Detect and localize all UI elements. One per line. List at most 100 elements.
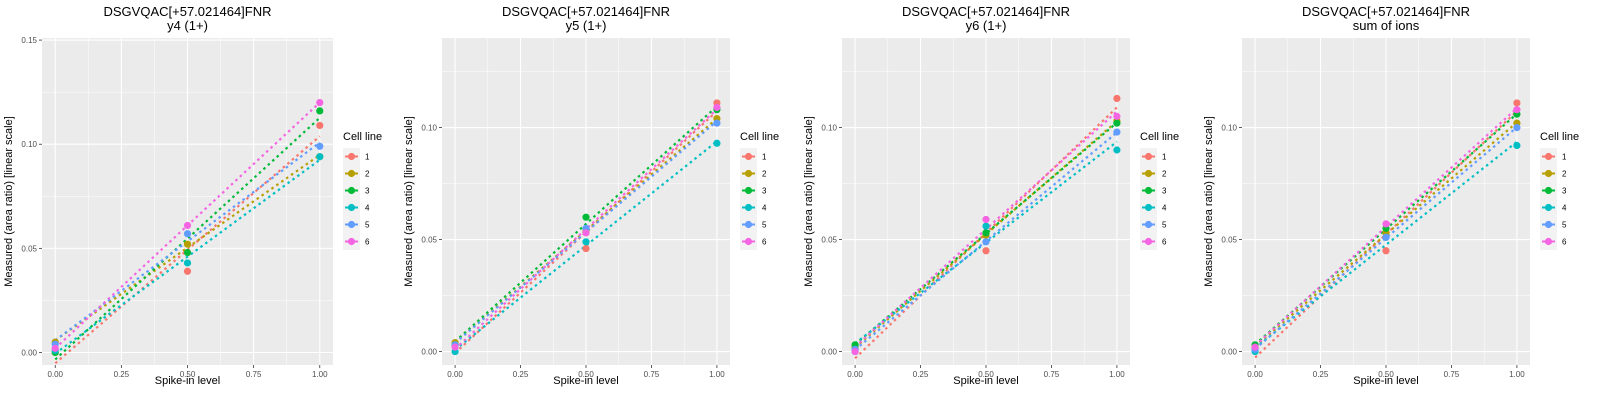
data-point-cell-line-5 — [982, 238, 990, 246]
y-tick-label: 0.00 — [421, 348, 437, 357]
y-axis-title: Measured (area ratio) [linear scale] — [3, 116, 15, 287]
data-point-cell-line-4 — [316, 153, 324, 161]
legend-title: Cell line — [343, 131, 382, 143]
y-tick-label: 0.05 — [21, 244, 37, 253]
y-tick-label: 0.10 — [1221, 124, 1237, 133]
y-axis-title: Measured (area ratio) [linear scale] — [403, 116, 415, 287]
x-tick-label: 1.00 — [312, 370, 328, 379]
trend-line-cell-line-4 — [54, 158, 321, 355]
legend-key-point — [1544, 186, 1553, 195]
y-tick-label: 0.00 — [1221, 348, 1237, 357]
x-tick-label: 0.25 — [114, 370, 130, 379]
x-tick-label: 0.50 — [180, 370, 196, 379]
data-point-cell-line-1 — [316, 121, 324, 130]
x-tick-label: 0.25 — [1313, 370, 1329, 379]
data-point-cell-line-4 — [982, 222, 990, 230]
data-point-cell-line-5 — [1513, 123, 1521, 132]
data-point-cell-line-5 — [1382, 233, 1390, 241]
legend-key-point — [347, 220, 356, 229]
chart-panel-4: 0.00 0.25 0.50 0.75 1.00 0.00 0.05 0.10 DSGVQAC[… — [1203, 4, 1579, 387]
legend-label: 6 — [365, 238, 370, 247]
y-tick-label: 0.05 — [1221, 236, 1237, 245]
chart-panel-1: 0.00 0.25 0.50 0.75 1.00 0.00 0.05 0.10 0.15 DSGV… — [3, 4, 382, 387]
legend-title: Cell line — [1540, 131, 1579, 143]
legend-key-point — [744, 203, 753, 212]
chart-title: DSGVQAC[+57.021464]FNR — [1302, 4, 1470, 19]
data-point-cell-line-3 — [316, 107, 324, 115]
y-tick-label: 0.15 — [21, 36, 37, 45]
data-point-cell-line-5 — [183, 230, 192, 238]
trend-line-cell-line-4 — [454, 140, 718, 351]
data-point-cell-line-4 — [582, 238, 590, 246]
legend-key-point — [347, 152, 356, 161]
legend-key-point — [1544, 237, 1553, 246]
data-point-cell-line-6 — [1382, 220, 1390, 228]
data-point-cell-line-6 — [1513, 106, 1521, 114]
x-tick-label: 0.50 — [978, 370, 994, 379]
legend-key-point — [1144, 220, 1153, 229]
x-tick-label: 1.00 — [709, 370, 725, 379]
legend-label: 4 — [1162, 204, 1167, 213]
x-tick-label: 0.75 — [1444, 370, 1460, 379]
data-point-cell-line-6 — [582, 229, 590, 237]
legend-key-point — [1544, 203, 1553, 212]
legend-label: 2 — [1562, 170, 1567, 179]
legend-label: 1 — [1162, 153, 1167, 162]
x-tick-label: 0.75 — [1044, 370, 1060, 379]
x-tick-label: 0.25 — [913, 370, 929, 379]
data-point-cell-line-1 — [1382, 247, 1390, 255]
legend-title: Cell line — [740, 131, 779, 143]
y-tick-label: 0.10 — [821, 124, 837, 133]
chart-panel-2: 0.00 0.25 0.50 0.75 1.00 0.00 0.05 0.10 DSGVQAC[… — [403, 4, 779, 387]
legend-label: 6 — [1162, 238, 1167, 247]
data-point-cell-line-1 — [1513, 99, 1521, 107]
legend-label: 1 — [762, 153, 767, 162]
y-tick-label: 0.00 — [21, 349, 37, 358]
data-point-cell-line-6 — [451, 343, 459, 351]
data-point-cell-line-5 — [1113, 128, 1121, 136]
x-tick-label: 1.00 — [1509, 370, 1525, 379]
data-point-cell-line-3 — [1113, 119, 1121, 127]
data-point-cell-line-5 — [713, 119, 721, 127]
data-point-cell-line-6 — [982, 215, 990, 224]
chart-panel-3: 0.00 0.25 0.50 0.75 1.00 0.00 0.05 0.10 DSGVQAC[… — [803, 4, 1179, 387]
legend-key-point — [744, 152, 753, 161]
trend-line-cell-line-3 — [454, 105, 718, 343]
chart-title: DSGVQAC[+57.021464]FNR — [502, 4, 670, 19]
chart-title: DSGVQAC[+57.021464]FNR — [104, 4, 272, 19]
legend-title: Cell line — [1140, 131, 1179, 143]
chart-subtitle: y6 (1+) — [966, 18, 1007, 33]
legend-key-point — [1144, 152, 1153, 161]
trend-line-cell-line-4 — [1254, 140, 1518, 349]
data-point-cell-line-4 — [1113, 146, 1121, 154]
x-axis-title: Spike-in level — [1353, 375, 1418, 387]
legend-key-point — [744, 220, 753, 229]
data-point-cell-line-6 — [1113, 112, 1121, 120]
trend-line-cell-line-4 — [854, 140, 1118, 345]
chart-subtitle: sum of ions — [1353, 18, 1420, 33]
data-point-cell-line-6 — [851, 347, 859, 356]
x-tick-label: 0.00 — [47, 370, 63, 379]
legend-label: 1 — [365, 153, 370, 162]
legend-label: 6 — [1562, 238, 1567, 247]
data-point-cell-line-3 — [982, 229, 990, 237]
legend: Cell line 1 2 3 4 5 6 — [1140, 131, 1179, 250]
data-point-cell-line-4 — [183, 259, 192, 267]
trend-line-cell-line-6 — [1254, 107, 1518, 347]
legend-key-point — [347, 203, 356, 212]
x-axis-title: Spike-in level — [553, 375, 618, 387]
legend-key-point — [347, 169, 356, 178]
legend-label: 3 — [1162, 187, 1167, 196]
x-tick-label: 0.00 — [1247, 370, 1263, 379]
legend-key-point — [1144, 203, 1153, 212]
legend-key-point — [1544, 152, 1553, 161]
data-point-cell-line-1 — [582, 244, 590, 253]
legend-label: 6 — [762, 238, 767, 247]
trend-line-cell-line-2 — [854, 120, 1118, 349]
y-axis-title: Measured (area ratio) [linear scale] — [1203, 116, 1215, 287]
legend-key-point — [744, 169, 753, 178]
legend-label: 4 — [762, 204, 767, 213]
legend-label: 5 — [365, 221, 370, 230]
y-tick-label: 0.00 — [821, 348, 837, 357]
legend-key-point — [1144, 186, 1153, 195]
